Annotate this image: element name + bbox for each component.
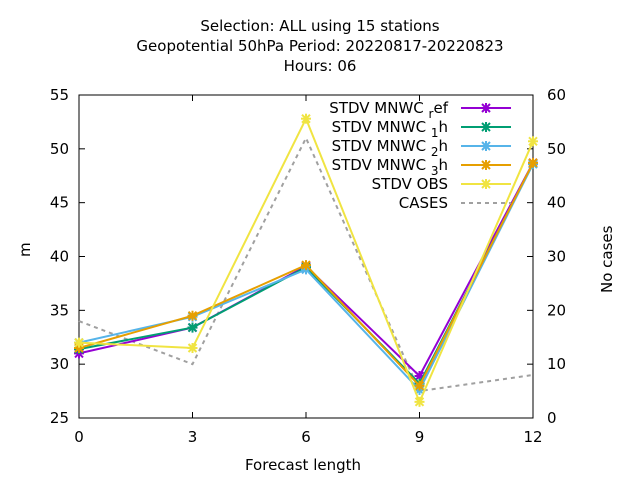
data-point xyxy=(187,310,198,321)
legend-marker xyxy=(481,141,491,151)
legend-marker xyxy=(481,122,491,132)
legend-label: STDV MNWC 2h xyxy=(332,137,448,159)
chart-title-line-1: Selection: ALL using 15 stations xyxy=(200,17,440,35)
data-point xyxy=(74,337,84,348)
legend-label: STDV MNWC 1h xyxy=(332,118,448,140)
y2-tick-label: 40 xyxy=(547,194,566,212)
plot-border xyxy=(78,94,534,419)
legend-marker xyxy=(481,179,491,189)
x-tick-label: 6 xyxy=(301,428,311,446)
legend-label: STDV OBS xyxy=(372,175,448,193)
series-line-cases xyxy=(78,135,534,393)
data-point xyxy=(301,260,311,271)
x-tick-label: 12 xyxy=(523,428,542,446)
legend-item-3: STDV MNWC 3h xyxy=(332,156,511,178)
y2-tick-label: 30 xyxy=(547,248,566,266)
legend-marker xyxy=(481,103,491,113)
series-line-2 xyxy=(78,163,534,392)
y-tick-label: 45 xyxy=(50,194,69,212)
series-3 xyxy=(74,157,538,391)
data-point xyxy=(187,343,198,354)
y-tick-label: 50 xyxy=(50,140,69,158)
y-tick-label: 55 xyxy=(50,86,69,104)
y2-tick-label: 0 xyxy=(547,409,557,427)
legend-label: STDV MNWC 3h xyxy=(332,156,448,178)
legend-item-0: STDV MNWC ref xyxy=(329,99,511,121)
chart-title-line-2: Geopotential 50hPa Period: 20220817-2022… xyxy=(136,37,504,55)
legend-marker xyxy=(481,160,491,170)
x-tick-label: 9 xyxy=(415,428,425,446)
y-tick-label: 25 xyxy=(50,409,69,427)
y-tick-label: 35 xyxy=(50,301,69,319)
y2-tick-label: 50 xyxy=(547,140,566,158)
y-tick-label: 30 xyxy=(50,355,69,373)
x-axis-label: Forecast length xyxy=(244,456,362,474)
chart-title-line-3: Hours: 06 xyxy=(283,57,357,75)
y2-tick-label: 10 xyxy=(547,355,566,373)
data-point xyxy=(187,322,198,333)
x-tick-label: 3 xyxy=(188,428,198,446)
data-point xyxy=(528,136,538,147)
legend-label: STDV MNWC ref xyxy=(329,99,448,121)
y2-tick-label: 20 xyxy=(547,301,566,319)
series-4 xyxy=(74,113,538,407)
legend-label: CASES xyxy=(399,194,448,212)
legend-item-5: CASES xyxy=(399,194,511,212)
y2-axis-label: No cases xyxy=(598,225,616,293)
data-point xyxy=(528,157,538,168)
series-2 xyxy=(74,158,538,396)
y-axis-label: m xyxy=(16,242,34,257)
data-point xyxy=(414,380,425,391)
y2-tick-label: 60 xyxy=(547,86,566,104)
legend-item-4: STDV OBS xyxy=(372,175,511,193)
data-point xyxy=(414,396,425,407)
data-point xyxy=(301,113,311,124)
legend-item-2: STDV MNWC 2h xyxy=(332,137,511,159)
legend-item-1: STDV MNWC 1h xyxy=(332,118,511,140)
x-tick-label: 0 xyxy=(74,428,84,446)
y-tick-label: 40 xyxy=(50,248,69,266)
